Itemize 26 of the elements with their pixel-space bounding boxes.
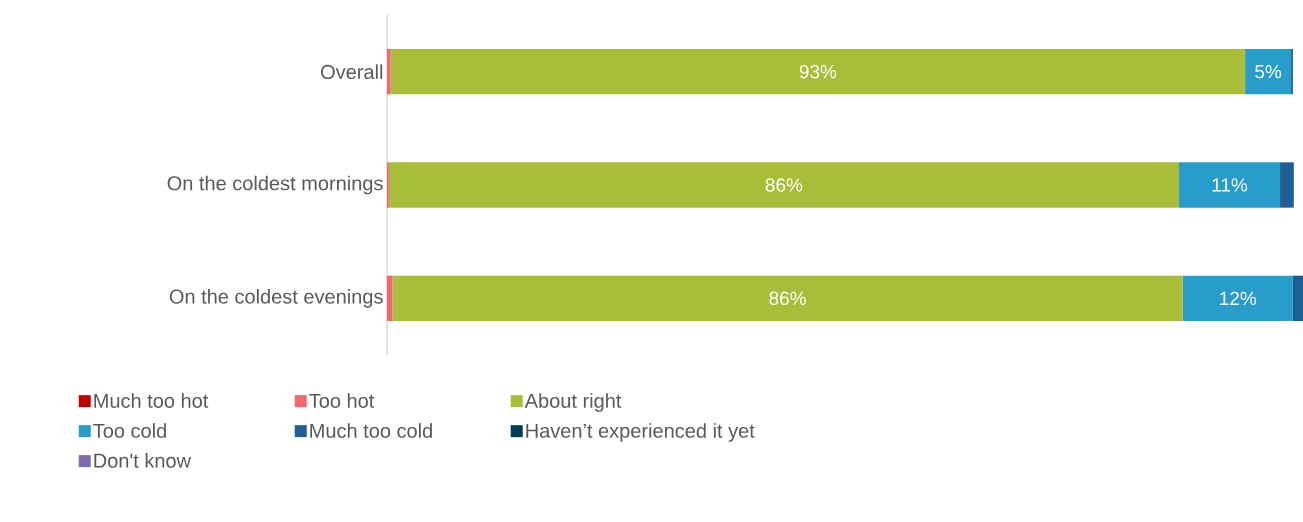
y-tick-label: On the coldest mornings — [167, 175, 383, 195]
legend-label: Much too hot — [94, 393, 209, 408]
y-tick-label: Overall — [321, 64, 383, 80]
bar — [390, 49, 1246, 95]
data-label: 86% — [765, 178, 803, 192]
bar — [387, 49, 391, 95]
bar — [1280, 162, 1294, 208]
data-label: 5% — [1255, 64, 1282, 79]
legend-label: Too cold — [93, 423, 166, 438]
data-label: 11% — [1212, 178, 1248, 192]
legend-label: Haven’t experienced it yet — [526, 423, 755, 442]
bar — [1178, 162, 1281, 208]
data-label: 86% — [769, 291, 806, 306]
bar — [392, 275, 1183, 321]
bar — [388, 162, 1179, 208]
y-tick-label: On the coldest evenings — [169, 289, 383, 308]
bar — [387, 275, 393, 321]
bar — [1245, 49, 1292, 95]
data-label: 12% — [1220, 291, 1257, 306]
legend-label: Don't know — [94, 453, 192, 468]
legend-label: About right — [524, 393, 622, 412]
legend-label: Too hot — [309, 393, 375, 408]
legend-label: Much too cold — [310, 423, 432, 438]
bar — [1292, 275, 1303, 321]
bar — [1182, 275, 1293, 321]
data-label: 93% — [799, 64, 837, 79]
